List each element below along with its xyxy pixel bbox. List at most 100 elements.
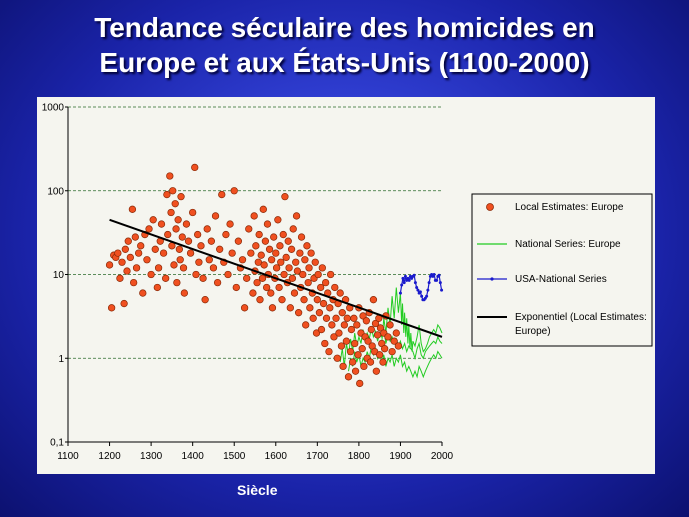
local-estimate-point bbox=[163, 190, 171, 199]
local-estimate-point bbox=[319, 299, 328, 308]
local-estimate-point bbox=[176, 256, 184, 264]
local-estimate-point bbox=[292, 258, 300, 266]
local-estimate-point bbox=[285, 264, 293, 272]
usa-point bbox=[440, 288, 444, 292]
local-estimate-point bbox=[322, 314, 331, 322]
local-estimate-point bbox=[343, 314, 351, 322]
local-estimate-point bbox=[354, 351, 362, 359]
local-estimate-point bbox=[339, 362, 347, 371]
local-estimate-point bbox=[321, 278, 330, 287]
local-estimate-point bbox=[153, 283, 161, 292]
usa-point bbox=[416, 288, 420, 292]
usa-point bbox=[403, 274, 407, 278]
usa-national-series bbox=[398, 272, 444, 302]
local-estimate-point bbox=[347, 325, 356, 334]
local-estimate-point bbox=[376, 351, 384, 359]
trend-line bbox=[109, 218, 443, 338]
usa-point bbox=[398, 291, 402, 295]
local-estimate-point bbox=[277, 258, 285, 266]
local-estimate-point bbox=[149, 216, 157, 224]
x-tick-label: 1700 bbox=[306, 451, 329, 462]
x-tick-label: 1300 bbox=[140, 451, 163, 462]
local-estimate-point bbox=[325, 347, 333, 356]
national-europe-line bbox=[348, 345, 443, 379]
local-estimate-point bbox=[297, 233, 306, 241]
legend-label-local: Local Estimates: Europe bbox=[515, 202, 624, 213]
local-estimate-point bbox=[180, 289, 189, 297]
local-estimate-point bbox=[173, 278, 181, 287]
usa-point bbox=[425, 294, 429, 298]
x-tick-label: 2000 bbox=[431, 451, 454, 462]
local-estimate-point bbox=[371, 319, 380, 328]
local-estimate-point bbox=[299, 270, 307, 279]
local-estimate-point bbox=[333, 354, 341, 362]
chart-panel: 1000 100 10 1 0,1 1100 1200 1300 1400 1500 1600 17… bbox=[37, 97, 655, 474]
y-tick-label: 10 bbox=[53, 270, 65, 281]
local-estimate-point bbox=[255, 230, 263, 239]
grid-lines bbox=[68, 106, 442, 359]
local-estimate-point bbox=[224, 270, 232, 279]
local-estimate-point bbox=[143, 256, 151, 264]
usa-point bbox=[401, 276, 405, 280]
local-estimate-point bbox=[313, 296, 321, 304]
local-estimate-point bbox=[124, 237, 132, 245]
local-estimate-point bbox=[351, 339, 359, 348]
local-estimate-point bbox=[381, 345, 389, 353]
local-estimate-point bbox=[209, 264, 218, 272]
local-estimate-point bbox=[252, 242, 260, 250]
local-estimate-point bbox=[121, 245, 129, 253]
local-estimate-point bbox=[272, 264, 281, 272]
local-estimate-point bbox=[265, 245, 274, 253]
local-estimate-point bbox=[373, 331, 382, 339]
legend-label-trend: Exponentiel (Local Estimates: Europe) bbox=[515, 312, 650, 337]
local-estimate-point bbox=[281, 193, 289, 201]
local-estimate-point bbox=[392, 329, 400, 337]
local-estimate-point bbox=[272, 249, 280, 257]
local-estimate-point bbox=[218, 190, 226, 199]
national-europe-line bbox=[381, 287, 443, 353]
local-estimate-point bbox=[172, 225, 180, 233]
local-estimate-point bbox=[318, 264, 326, 272]
usa-point bbox=[420, 294, 424, 298]
usa-point bbox=[415, 285, 419, 289]
local-estimate-point bbox=[293, 267, 302, 275]
x-tick-label: 1500 bbox=[223, 451, 246, 462]
legend: Local Estimates: Europe National Series:… bbox=[471, 193, 653, 347]
local-estimate-point bbox=[189, 208, 197, 217]
local-estimate-point bbox=[177, 193, 185, 201]
local-estimate-point bbox=[182, 220, 191, 228]
local-estimate-point bbox=[312, 329, 321, 337]
local-estimate-point bbox=[114, 249, 122, 257]
usa-point bbox=[402, 281, 406, 285]
local-estimate-point bbox=[170, 261, 178, 269]
local-estimate-point bbox=[369, 296, 378, 304]
local-estimate-point bbox=[167, 208, 175, 217]
local-estimate-point bbox=[234, 237, 243, 245]
local-estimate-point bbox=[307, 249, 315, 257]
local-estimate-point bbox=[344, 373, 353, 381]
local-estimate-point bbox=[274, 216, 282, 224]
local-estimate-point bbox=[349, 358, 357, 366]
local-estimate-point bbox=[278, 296, 286, 304]
local-estimate-point bbox=[105, 261, 114, 269]
local-estimate-point bbox=[351, 367, 360, 375]
usa-point bbox=[407, 278, 411, 282]
local-estimate-point bbox=[358, 345, 366, 353]
local-estimate-point bbox=[356, 379, 364, 388]
local-estimate-point bbox=[166, 172, 174, 180]
local-estimate-point bbox=[301, 256, 309, 264]
legend-item-national: National Series: Europe bbox=[477, 239, 621, 250]
local-estimate-point bbox=[388, 347, 396, 356]
local-estimate-point bbox=[243, 274, 251, 282]
local-estimate-point bbox=[346, 347, 355, 356]
local-estimate-point bbox=[199, 274, 207, 282]
local-estimate-point bbox=[213, 278, 222, 287]
local-estimate-point bbox=[178, 233, 186, 241]
local-estimate-point bbox=[261, 237, 270, 245]
local-estimate-point bbox=[331, 283, 339, 292]
local-estimate-point bbox=[254, 258, 262, 266]
local-estimate-point bbox=[270, 233, 278, 241]
local-estimate-point bbox=[292, 212, 301, 220]
local-estimate-point bbox=[317, 325, 326, 334]
local-estimate-point bbox=[107, 304, 116, 312]
